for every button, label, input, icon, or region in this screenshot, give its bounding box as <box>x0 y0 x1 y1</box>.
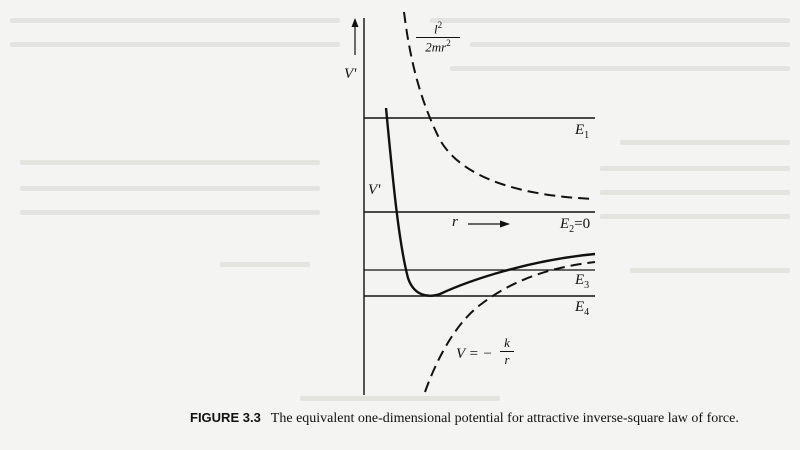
figure-caption: FIGURE 3.3 The equivalent one-dimensional… <box>190 408 760 429</box>
coulomb-denominator: r <box>504 352 510 367</box>
v-prime-axis-label: V' <box>344 66 357 82</box>
e2-label: E2=0 <box>560 216 591 235</box>
v-axis-arrowhead <box>351 18 359 27</box>
e4-label: E4 <box>575 299 590 318</box>
centrifugal-numerator: l2 <box>416 20 460 39</box>
centrifugal-term-label: l2 2mr2 <box>416 20 460 56</box>
figure-number: FIGURE 3.3 <box>190 410 261 425</box>
coulomb-curve <box>424 261 596 393</box>
coulomb-numerator: k <box>500 335 514 352</box>
e1-label: E1 <box>575 122 590 141</box>
centrifugal-denominator: 2mr2 <box>425 38 451 55</box>
r-axis-label: r <box>452 214 458 230</box>
centrifugal-curve <box>403 11 596 200</box>
r-arrowhead <box>500 220 510 228</box>
effective-potential-curve <box>384 107 596 297</box>
figure-caption-text: The equivalent one-dimensional potential… <box>270 411 739 426</box>
coulomb-fraction: k r <box>500 335 514 368</box>
coulomb-lhs: V = − <box>456 346 493 362</box>
v-prime-curve-label: V' <box>368 182 381 198</box>
e3-label: E3 <box>575 272 590 291</box>
